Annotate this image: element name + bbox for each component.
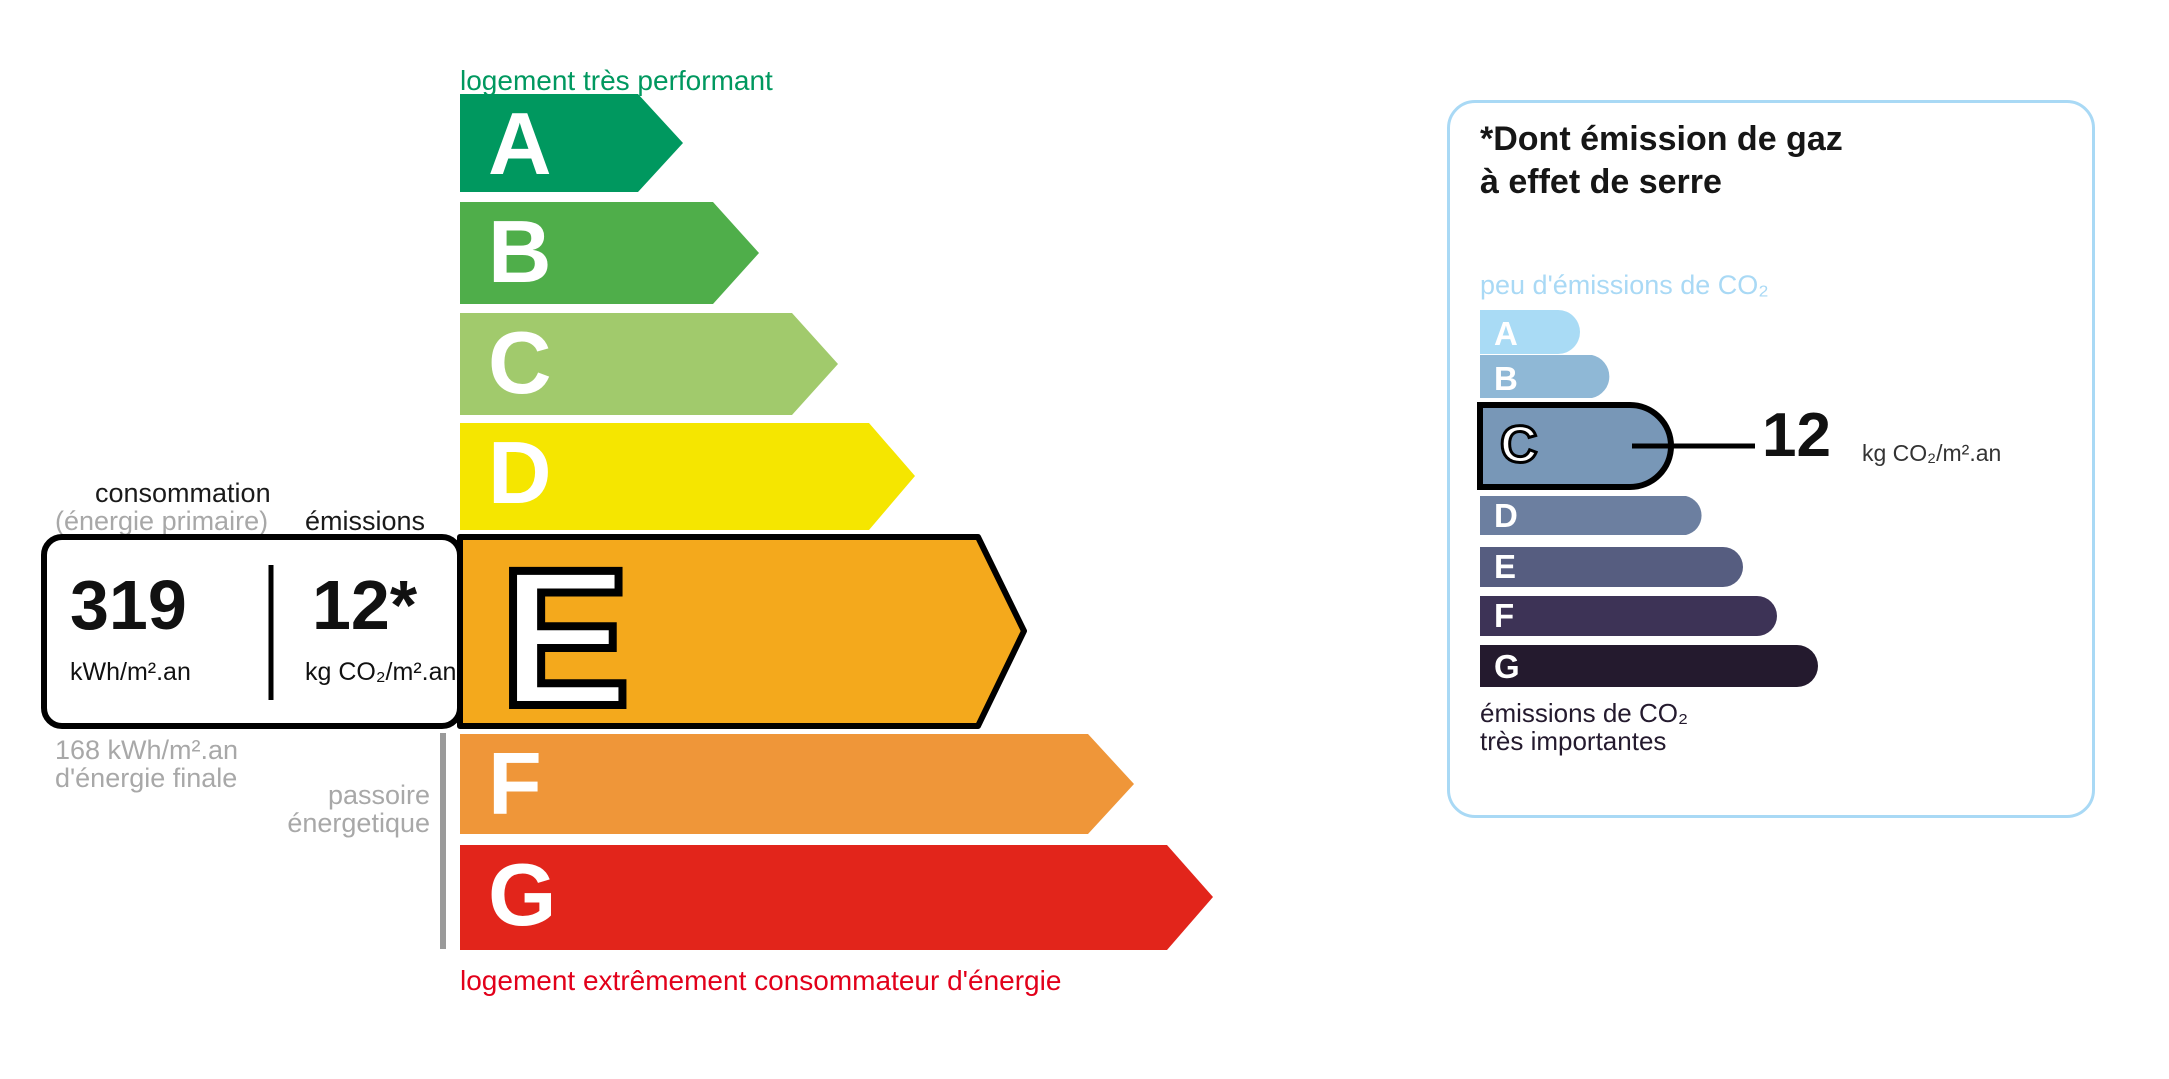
svg-text:F: F [1494, 597, 1514, 634]
svg-text:D: D [1494, 497, 1518, 534]
svg-text:B: B [1494, 360, 1518, 397]
svg-text:A: A [1494, 315, 1518, 352]
svg-text:C: C [1500, 416, 1538, 474]
svg-text:G: G [1494, 648, 1520, 685]
svg-text:E: E [1494, 548, 1516, 585]
